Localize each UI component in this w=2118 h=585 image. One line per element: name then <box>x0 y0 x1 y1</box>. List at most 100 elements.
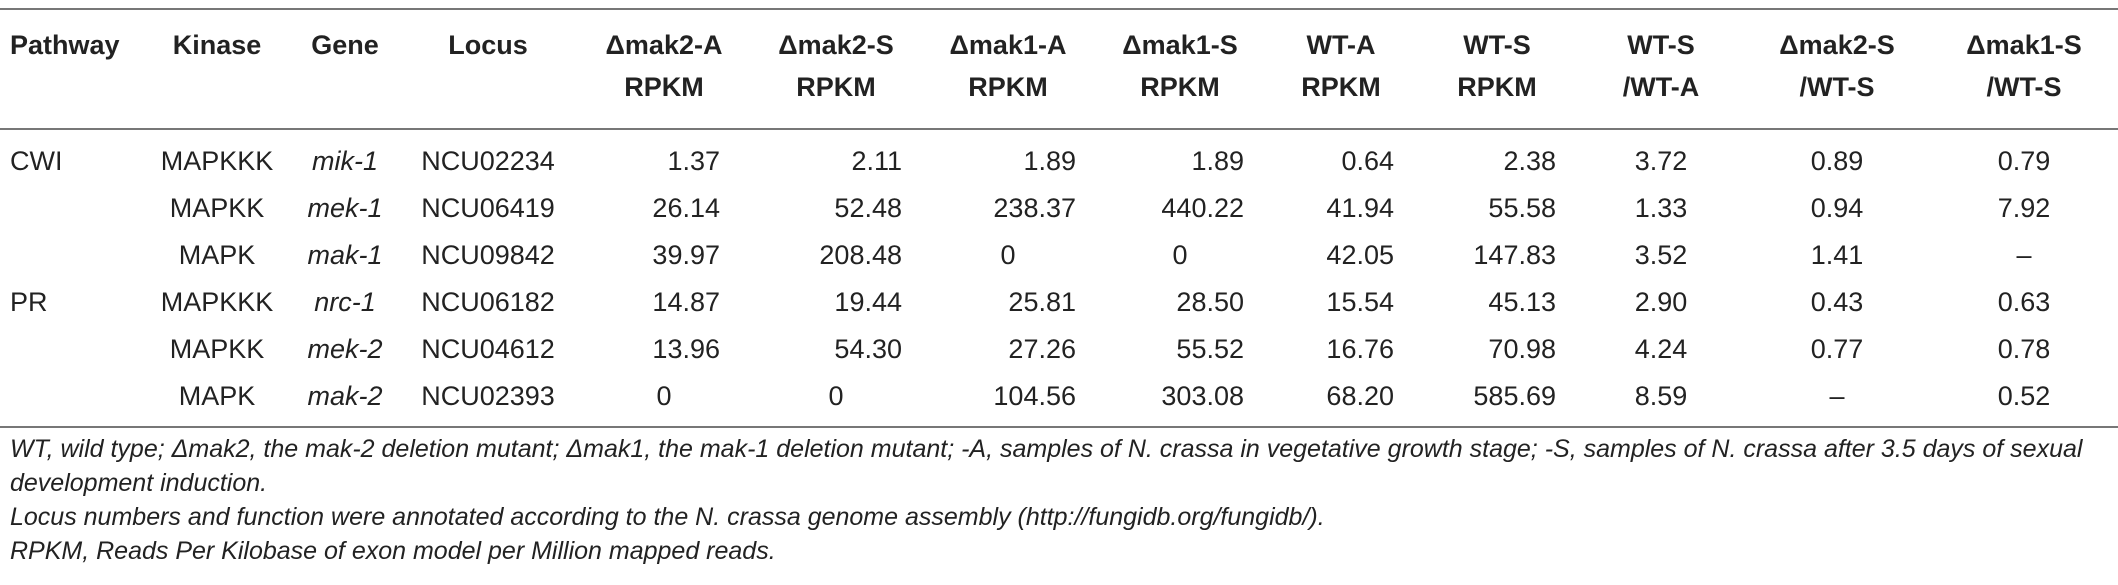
cell-value: 0.78 <box>1997 334 2051 364</box>
cell-value: 303.08 <box>1161 381 1244 411</box>
cell-value: 19.44 <box>834 287 902 317</box>
header-dmak1-s: Δmak1-S RPKM <box>1094 8 1266 129</box>
data-table-container: Pathway Kinase Gene Locus Δmak2-A RPKM Δm… <box>0 8 2118 428</box>
cell-value: 26.14 <box>652 193 720 223</box>
cell-kinase: MAPK <box>178 381 256 411</box>
cell-value: 42.05 <box>1326 240 1394 270</box>
header-kinase: Kinase <box>142 8 292 129</box>
header-row: Pathway Kinase Gene Locus Δmak2-A RPKM Δm… <box>0 8 2118 129</box>
cell-value: 0.89 <box>1810 146 1864 176</box>
cell-gene: mek-2 <box>307 334 383 364</box>
cell-value: 3.52 <box>1634 240 1688 270</box>
table-row: MAPK mak-1 NCU09842 39.97 208.48 0 0 42.… <box>0 232 2118 279</box>
cell-kinase: MAPKK <box>169 193 265 223</box>
cell-locus: NCU04612 <box>421 334 555 364</box>
header-pathway: Pathway <box>0 8 142 129</box>
cell-pathway: PR <box>10 287 48 317</box>
cell-value: 238.37 <box>993 193 1076 223</box>
cell-value: 55.52 <box>1176 334 1244 364</box>
cell-value: 1.37 <box>667 146 720 176</box>
table-row: MAPKK mek-2 NCU04612 13.96 54.30 27.26 5… <box>0 326 2118 373</box>
cell-value: 147.83 <box>1473 240 1556 270</box>
cell-kinase: MAPKKK <box>160 287 274 317</box>
cell-value: 25.81 <box>1008 287 1076 317</box>
cell-value: 104.56 <box>993 381 1076 411</box>
header-wt-a: WT-A RPKM <box>1266 8 1416 129</box>
cell-pathway <box>0 185 142 232</box>
table-row: MAPK mak-2 NCU02393 0 0 104.56 303.08 68… <box>0 373 2118 427</box>
cell-value: 45.13 <box>1488 287 1556 317</box>
cell-locus: NCU06182 <box>421 287 555 317</box>
cell-value: 68.20 <box>1326 381 1394 411</box>
cell-locus: NCU02234 <box>421 146 555 176</box>
cell-value: 28.50 <box>1176 287 1244 317</box>
cell-value: 1.89 <box>1023 146 1076 176</box>
cell-value: 14.87 <box>652 287 720 317</box>
cell-pathway <box>0 232 142 279</box>
table-row: PR MAPKKK nrc-1 NCU06182 14.87 19.44 25.… <box>0 279 2118 326</box>
header-wt-s: WT-S RPKM <box>1416 8 1578 129</box>
header-dmak2-s-ratio: Δmak2-S/WT-S <box>1744 8 1930 129</box>
header-gene: Gene <box>292 8 398 129</box>
cell-value: 3.72 <box>1634 146 1688 176</box>
footnote-locus: Locus numbers and function were annotate… <box>10 503 1325 531</box>
cell-value: 2.38 <box>1503 146 1556 176</box>
header-dmak1-a: Δmak1-A RPKM <box>922 8 1094 129</box>
cell-locus: NCU02393 <box>421 381 555 411</box>
cell-value: 55.58 <box>1488 193 1556 223</box>
cell-value: 70.98 <box>1488 334 1556 364</box>
cell-value: 15.54 <box>1326 287 1394 317</box>
cell-value: 1.33 <box>1634 193 1688 223</box>
cell-value: 0.94 <box>1810 193 1864 223</box>
footnote-rpkm: RPKM, Reads Per Kilobase of exon model p… <box>10 537 776 565</box>
cell-value: 0.64 <box>1341 146 1394 176</box>
cell-value: 54.30 <box>834 334 902 364</box>
cell-value: 0.52 <box>1997 381 2051 411</box>
cell-gene: mak-2 <box>307 381 383 411</box>
cell-value: 7.92 <box>1997 193 2051 223</box>
cell-value: 0.63 <box>1997 287 2051 317</box>
cell-value: – <box>1829 381 1845 411</box>
cell-gene: mik-1 <box>312 146 378 176</box>
cell-kinase: MAPK <box>178 240 256 270</box>
cell-value: 4.24 <box>1634 334 1688 364</box>
cell-value: 0 <box>1172 240 1188 270</box>
cell-value: 16.76 <box>1326 334 1394 364</box>
cell-value: 2.11 <box>851 146 902 176</box>
cell-value: 41.94 <box>1326 193 1394 223</box>
cell-value: 2.90 <box>1634 287 1688 317</box>
cell-gene: mek-1 <box>307 193 383 223</box>
cell-pathway <box>0 326 142 373</box>
cell-value: 8.59 <box>1634 381 1688 411</box>
table-footnotes: WT, wild type; Δmak2, the mak-2 deletion… <box>10 432 2110 568</box>
cell-kinase: MAPKK <box>169 334 265 364</box>
cell-value: 1.89 <box>1191 146 1244 176</box>
cell-locus: NCU06419 <box>421 193 555 223</box>
cell-value: 52.48 <box>834 193 902 223</box>
cell-value: 208.48 <box>819 240 902 270</box>
cell-value: 0.43 <box>1810 287 1864 317</box>
kinase-expression-table: Pathway Kinase Gene Locus Δmak2-A RPKM Δm… <box>0 8 2118 428</box>
header-dmak2-s: Δmak2-S RPKM <box>750 8 922 129</box>
header-dmak1-s-ratio: Δmak1-S/WT-S <box>1930 8 2118 129</box>
cell-gene: mak-1 <box>307 240 383 270</box>
cell-gene: nrc-1 <box>314 287 376 317</box>
footnote-abbreviations: WT, wild type; Δmak2, the mak-2 deletion… <box>10 435 2083 497</box>
cell-value: – <box>2016 240 2032 270</box>
cell-pathway <box>0 373 142 427</box>
cell-value: 39.97 <box>652 240 720 270</box>
cell-value: 0 <box>1000 240 1016 270</box>
table-row: CWI MAPKKK mik-1 NCU02234 1.37 2.11 1.89… <box>0 129 2118 185</box>
header-locus: Locus <box>398 8 578 129</box>
cell-value: 440.22 <box>1161 193 1244 223</box>
cell-kinase: MAPKKK <box>160 146 274 176</box>
cell-value: 27.26 <box>1008 334 1076 364</box>
cell-value: 0 <box>656 381 672 411</box>
cell-pathway: CWI <box>10 146 63 176</box>
cell-value: 0 <box>828 381 844 411</box>
cell-value: 0.79 <box>1997 146 2051 176</box>
cell-value: 13.96 <box>652 334 720 364</box>
table-row: MAPKK mek-1 NCU06419 26.14 52.48 238.37 … <box>0 185 2118 232</box>
header-wt-s-ratio: WT-S/WT-A <box>1578 8 1744 129</box>
cell-locus: NCU09842 <box>421 240 555 270</box>
